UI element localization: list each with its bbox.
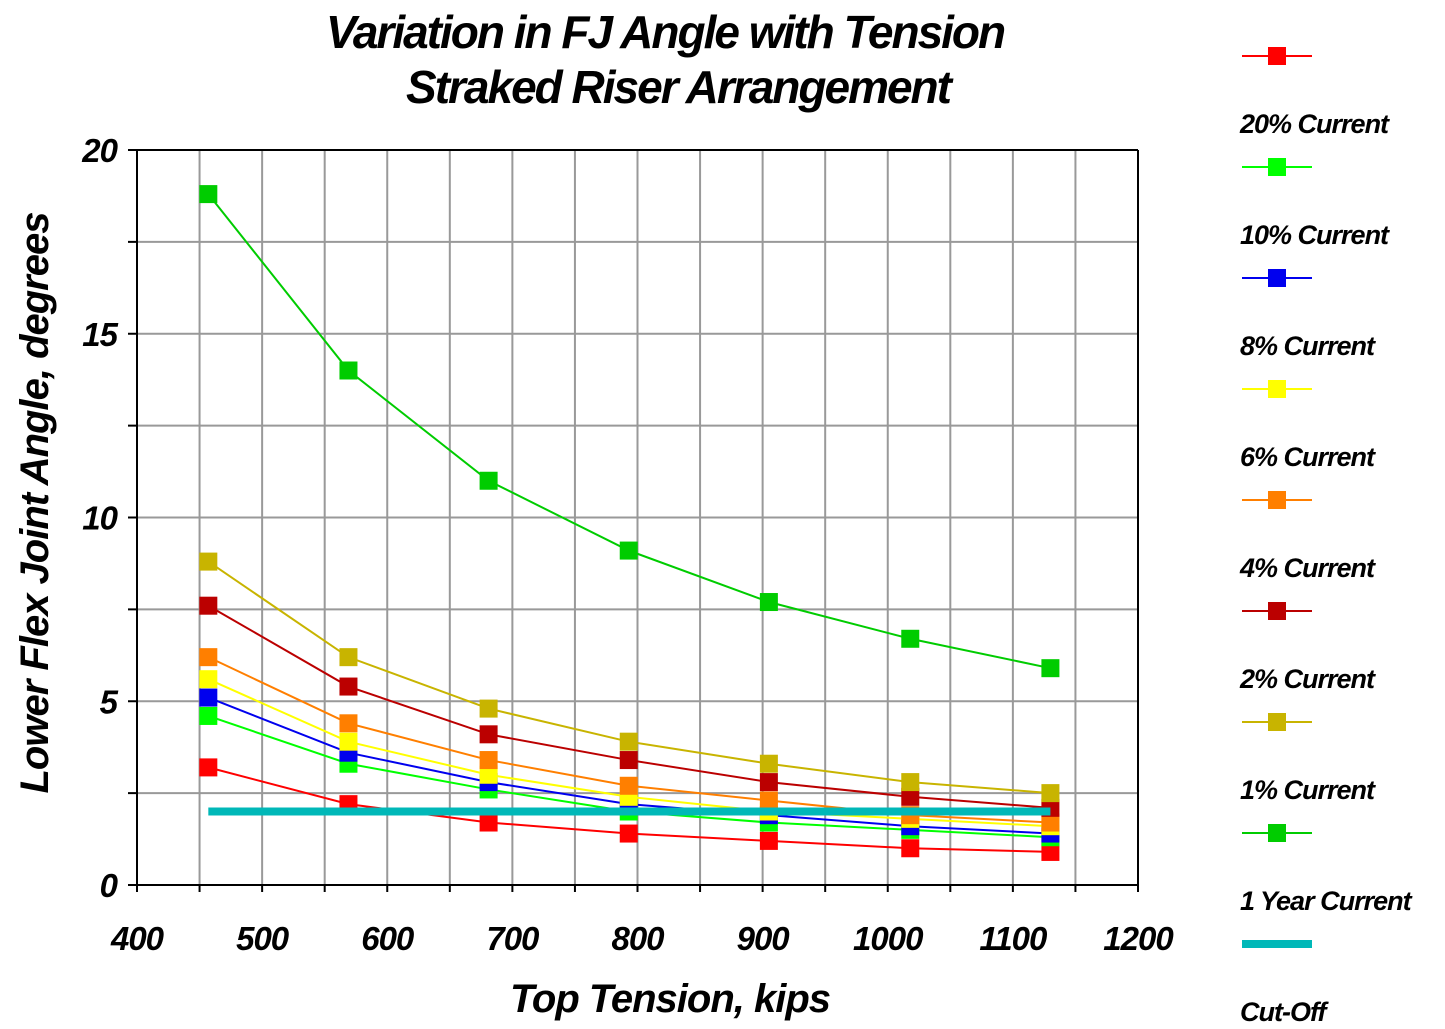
chart-title-line1: Variation in FJ Angle with Tension (326, 6, 1005, 58)
legend-label: Cut-Off (1240, 997, 1329, 1027)
series-20-current (199, 185, 1060, 678)
legend-item: 4% Current (1239, 491, 1377, 583)
y-tick-label: 0 (100, 867, 119, 904)
data-point-marker (759, 831, 778, 850)
legend-item: 20% Current (1239, 47, 1391, 139)
legend-swatch-marker (1268, 713, 1286, 731)
legend-label: 10% Current (1240, 220, 1390, 250)
data-point-marker (619, 541, 638, 560)
data-point-marker (199, 596, 218, 615)
legend-swatch-marker (1268, 602, 1286, 620)
legend-label: 1% Current (1240, 775, 1376, 805)
legend-swatch-marker (1268, 47, 1286, 65)
legend-item: 10% Current (1240, 158, 1391, 250)
data-point-marker (901, 787, 920, 806)
data-point-marker (199, 552, 218, 571)
plot-axes (128, 149, 1139, 892)
x-tick-labels: 400 500 600 700 800 900 1000 1100 1200 (110, 920, 1175, 957)
legend-swatch-marker (1268, 269, 1286, 287)
legend-label: 4% Current (1239, 553, 1376, 583)
x-tick-label: 400 (110, 920, 165, 957)
data-point-marker (759, 791, 778, 810)
data-point-marker (199, 185, 218, 204)
legend-item: 1 Year Current (1240, 824, 1414, 916)
data-point-marker (479, 725, 498, 744)
data-point-marker (199, 670, 218, 689)
legend-label: 8% Current (1240, 331, 1376, 361)
x-tick-label: 800 (611, 920, 665, 957)
data-point-marker (1041, 813, 1060, 832)
legend-item: 6% Current (1240, 380, 1377, 472)
data-point-marker (619, 732, 638, 751)
legend-label: 6% Current (1240, 442, 1376, 472)
plot-grid (137, 150, 1138, 885)
x-axis-title: Top Tension, kips (510, 977, 830, 1021)
data-point-marker (339, 677, 358, 696)
data-point-marker (759, 754, 778, 773)
y-tick-label: 5 (100, 683, 119, 720)
data-point-marker (199, 706, 218, 725)
legend-item: 1% Current (1240, 713, 1377, 805)
data-point-marker (619, 824, 638, 843)
legend-swatch-band (1242, 940, 1312, 948)
legend-item: Cut-Off (1240, 940, 1330, 1027)
data-point-marker (759, 593, 778, 612)
legend-swatch-marker (1268, 491, 1286, 509)
y-axis-title: Lower Flex Joint Angle, degrees (13, 213, 57, 794)
x-tick-label: 1200 (1103, 920, 1174, 957)
data-point-marker (199, 688, 218, 707)
data-point-marker (479, 765, 498, 784)
legend-swatch-marker (1268, 158, 1286, 176)
legend-item: 2% Current (1239, 602, 1377, 694)
x-tick-label: 900 (737, 920, 791, 957)
x-tick-label: 500 (236, 920, 290, 957)
data-point-marker (339, 714, 358, 733)
x-tick-label: 1100 (979, 920, 1048, 957)
data-point-marker (479, 471, 498, 490)
data-point-marker (901, 773, 920, 792)
legend-label: 20% Current (1239, 109, 1390, 139)
data-point-marker (339, 732, 358, 751)
legend-item: 8% Current (1240, 269, 1377, 361)
series-line (207, 193, 1051, 670)
x-tick-label: 600 (361, 920, 415, 957)
y-tick-label: 20 (81, 132, 118, 169)
chart-title-line2: Straked Riser Arrangement (406, 61, 954, 113)
data-point-marker (339, 361, 358, 380)
series-lines (199, 185, 1060, 861)
data-point-marker (619, 751, 638, 770)
data-point-marker (1041, 842, 1060, 861)
data-point-marker (339, 648, 358, 667)
legend-label: 2% Current (1239, 664, 1376, 694)
data-point-marker (479, 813, 498, 832)
x-tick-label: 700 (486, 920, 540, 957)
data-point-marker (619, 776, 638, 795)
series-8-current (199, 596, 1060, 817)
data-point-marker (759, 773, 778, 792)
data-point-marker (1041, 659, 1060, 678)
data-point-marker (199, 648, 218, 667)
legend: 20% Current 10% Current 8% Current 6% Curre… (1239, 47, 1414, 1027)
data-point-marker (901, 629, 920, 648)
legend-swatch-marker (1268, 824, 1286, 842)
data-point-marker (199, 758, 218, 777)
y-tick-labels: 0 5 10 15 20 (81, 132, 119, 904)
data-point-marker (1041, 784, 1060, 803)
y-tick-label: 10 (82, 500, 118, 537)
x-tick-label: 1000 (853, 920, 924, 957)
series-10-current (199, 552, 1060, 803)
legend-swatch-marker (1268, 380, 1286, 398)
y-tick-label: 15 (82, 316, 118, 353)
data-point-marker (901, 839, 920, 858)
data-point-marker (479, 751, 498, 770)
data-point-marker (479, 699, 498, 718)
legend-label: 1 Year Current (1240, 886, 1413, 916)
